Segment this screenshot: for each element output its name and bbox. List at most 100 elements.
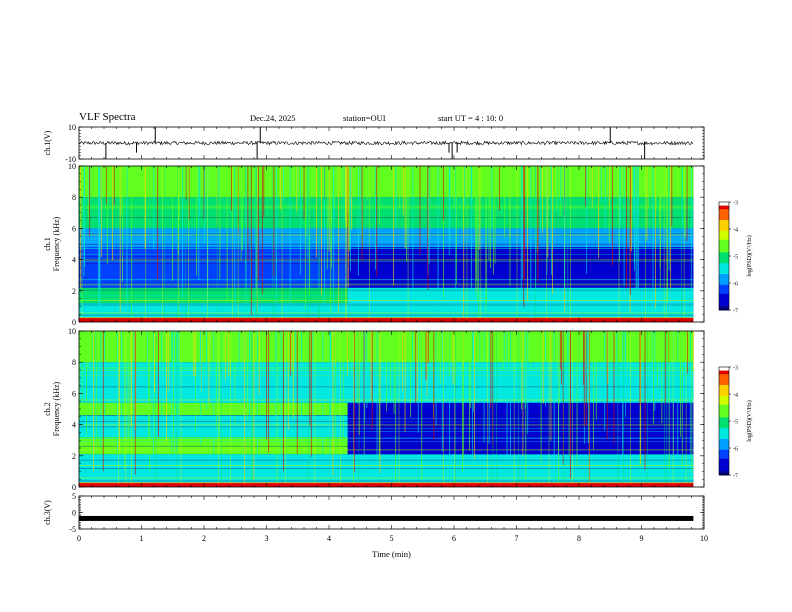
ch2-sferic-166 — [177, 331, 178, 431]
ch2-colorbar-step-4 — [719, 374, 729, 377]
ch1-sferic-140 — [472, 166, 473, 200]
ch2-hline-13 — [79, 426, 694, 428]
ch1-colorbar-step-18 — [719, 234, 729, 237]
ch1-sferic-162 — [177, 166, 179, 255]
ch2-colorbar-ticklabel-1: -4 — [733, 393, 738, 399]
ch1-sferic-208 — [462, 166, 464, 231]
ch1-hline-22 — [79, 182, 694, 184]
ch2-hline-30 — [79, 338, 694, 340]
ch2-sferic-141 — [366, 331, 368, 408]
ch1-vline-19 — [185, 166, 187, 322]
ch1-sferic-147 — [296, 166, 298, 213]
ch2-colorbar-step-22 — [719, 406, 729, 409]
ch2-colorbar-step-23 — [719, 408, 729, 411]
ch1-vline-26 — [178, 166, 180, 322]
ch1-sferic-18 — [247, 166, 249, 261]
ch1-sferic-54 — [646, 166, 648, 241]
x-ticklabel-0: 0 — [77, 534, 81, 543]
ch1-tone-3 — [79, 259, 694, 261]
ch1-sferic-202 — [684, 166, 686, 239]
ch2-sferic-12 — [479, 331, 481, 368]
ch1-sferic-75 — [670, 166, 672, 289]
ch1-vline-32 — [681, 166, 682, 322]
ch1-sferic-190 — [564, 166, 565, 291]
ch2-vline-10 — [572, 331, 573, 487]
ch1-colorbar-step-1 — [719, 203, 729, 207]
ch1-colorbar-step-44 — [719, 281, 729, 284]
ch2-sferic-109 — [503, 331, 505, 379]
ch1-hline-17 — [79, 295, 694, 296]
ch2-sferic-191 — [693, 331, 694, 372]
ch1-sferic-149 — [376, 166, 378, 276]
ch1-colorbar-step-30 — [719, 256, 729, 259]
ch2-sferic-135 — [448, 331, 450, 376]
ch2-sferic-147 — [124, 331, 126, 470]
ch2-sferic-154 — [148, 331, 150, 446]
ch1-sferic-126 — [393, 166, 395, 286]
ch1-hline-36 — [79, 289, 694, 291]
ch2-sferic-161 — [654, 331, 656, 411]
ch2-sferic-204 — [166, 331, 167, 444]
ch2-sferic-143 — [296, 331, 298, 454]
ch1-hline-3 — [79, 183, 694, 185]
ch1-sferic-191 — [346, 166, 348, 228]
ch1-colorbar-step-16 — [719, 230, 729, 234]
ch2-colorbar-step-17 — [719, 397, 729, 400]
ch2-vline-23 — [353, 331, 354, 487]
ch1-vline-24 — [216, 166, 218, 322]
ch1-wave-ylabel-0: ch.1(V) — [43, 130, 52, 155]
ch2-sferic-184 — [127, 331, 129, 450]
ch2-sferic-54 — [595, 331, 597, 420]
ch1-sferic-107 — [153, 166, 155, 250]
ch1-sferic-35 — [464, 166, 465, 206]
ch2-sferic-62 — [199, 331, 201, 400]
ch2-sferic-188 — [230, 331, 232, 376]
ch2-sferic-114 — [95, 331, 97, 447]
ch2-colorbar-step-30 — [719, 421, 729, 424]
ch1-sferic-62 — [218, 166, 220, 198]
ch1-colorbar-step-58 — [719, 306, 729, 309]
ch2-sferic-58 — [86, 331, 87, 436]
ch1-colorbar-step-17 — [719, 232, 729, 235]
ch2-vline-6 — [125, 331, 127, 487]
ch1-sferic-84 — [619, 166, 620, 261]
ch2-sferic-158 — [395, 331, 397, 487]
ch1-sferic-34 — [207, 166, 209, 319]
ch1-sferic-56 — [309, 166, 310, 296]
ch2-vline-37 — [230, 331, 231, 487]
ch1-vline-17 — [466, 166, 468, 322]
ch2-sferic-174 — [216, 331, 217, 430]
ch2-hline-4 — [79, 382, 694, 384]
ch2-colorbar-step-24 — [719, 410, 729, 413]
ch1-vline-12 — [407, 166, 409, 322]
ch2-tone-4 — [79, 399, 694, 401]
ch1-colorbar-step-28 — [719, 252, 729, 255]
ch1-vline-3 — [516, 166, 518, 322]
ch2-sferic-148 — [567, 331, 569, 366]
ch2-sferic-118 — [153, 331, 154, 461]
ch1-hline-28 — [79, 279, 694, 280]
ch1-colorbar-step-48 — [719, 288, 729, 291]
ch1-colorbar-step-56 — [719, 302, 729, 306]
ch1-hline-18 — [79, 304, 694, 306]
ch1-hline-32 — [79, 282, 694, 284]
ch1-sferic-48 — [84, 166, 86, 267]
ch1-colorbar-step-8 — [719, 216, 729, 219]
ch1-sferic-23 — [668, 166, 670, 271]
ch2-sferic-164 — [433, 331, 435, 440]
ch1-colorbar-step-14 — [719, 227, 729, 230]
ch2-sferic-63 — [206, 331, 207, 410]
ch2-hline-17 — [79, 339, 694, 341]
ch2-vline-11 — [685, 331, 687, 487]
ch2-tone-1 — [79, 465, 694, 466]
ch2-sferic-60 — [370, 331, 372, 400]
ch2-colorbar-step-28 — [719, 417, 729, 420]
ch2-hline-6 — [79, 438, 694, 439]
ch2-colorbar-step-45 — [719, 448, 729, 451]
ch2-colorbar-step-46 — [719, 449, 729, 453]
ch1-vline-31 — [645, 166, 646, 322]
ch1-sferic-53 — [419, 166, 421, 256]
ch2-colorbar-step-20 — [719, 403, 729, 406]
ch1-sferic-174 — [585, 166, 587, 207]
ch1-sferic-51 — [406, 166, 408, 263]
